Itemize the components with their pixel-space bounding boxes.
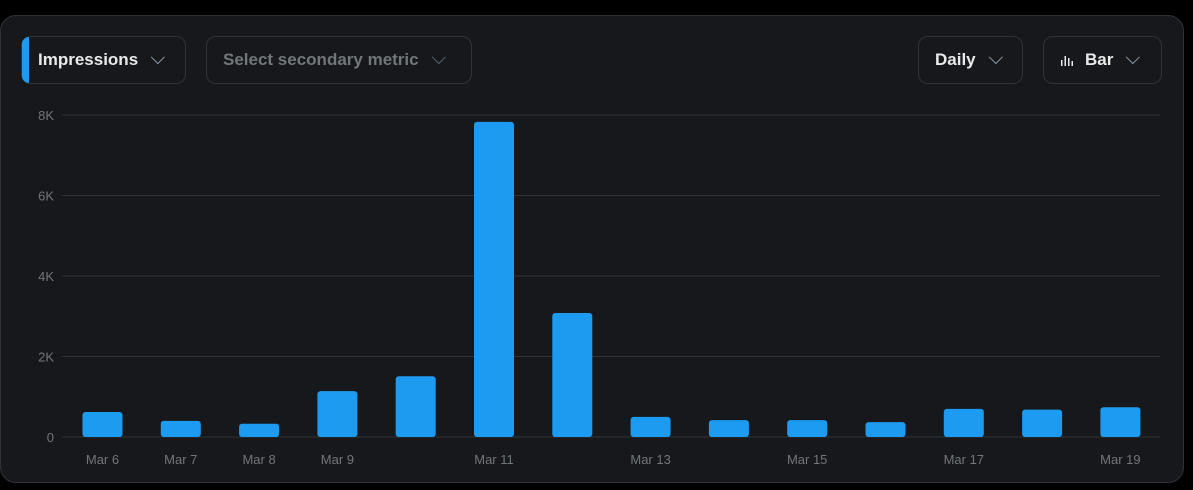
y-tick-label: 0 (47, 430, 54, 445)
bar (82, 412, 123, 437)
bar (239, 423, 280, 437)
bar (708, 420, 749, 437)
y-tick-label: 2K (38, 350, 54, 365)
chart-type-label: Bar (1085, 50, 1114, 69)
x-tick-label: Mar 15 (787, 452, 827, 467)
primary-metric-label: Impressions (38, 50, 139, 69)
y-tick-label: 6K (38, 189, 54, 204)
bar (317, 391, 358, 437)
x-tick-label: Mar 13 (630, 452, 670, 467)
bar (552, 313, 593, 437)
bar (474, 121, 514, 437)
interval-dropdown[interactable]: Daily (918, 36, 1023, 84)
x-tick-label: Mar 9 (321, 452, 354, 467)
bar (943, 408, 984, 437)
chart-type-dropdown[interactable]: Bar (1043, 36, 1162, 84)
interval-label: Daily (935, 50, 976, 69)
bar (865, 422, 906, 437)
active-accent (22, 37, 29, 83)
x-tick-label: Mar 17 (944, 452, 984, 467)
bar (630, 416, 671, 437)
x-tick-label: Mar 6 (86, 452, 119, 467)
secondary-metric-placeholder: Select secondary metric (223, 50, 419, 69)
y-tick-label: 8K (38, 108, 54, 123)
x-tick-label: Mar 19 (1100, 452, 1140, 467)
x-tick-label: Mar 7 (164, 452, 197, 467)
bar (1022, 409, 1063, 437)
bar (787, 420, 828, 437)
bar (1100, 407, 1141, 437)
primary-metric-dropdown[interactable]: Impressions (21, 36, 186, 84)
secondary-metric-dropdown[interactable]: Select secondary metric (206, 36, 472, 84)
x-tick-label: Mar 8 (242, 452, 275, 467)
bar-chart-icon (1061, 56, 1073, 66)
x-tick-label: Mar 11 (474, 452, 514, 467)
y-tick-label: 4K (38, 269, 54, 284)
bar (160, 420, 201, 437)
bar (395, 376, 436, 437)
